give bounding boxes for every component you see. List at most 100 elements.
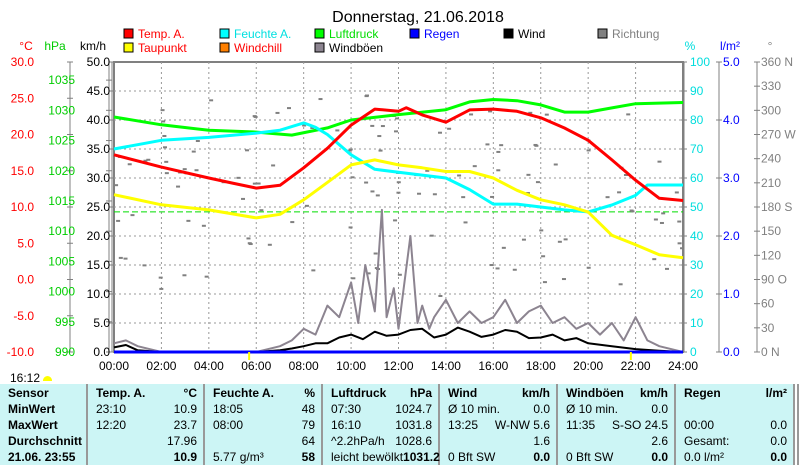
direction-point: [586, 149, 591, 152]
direction-point: [495, 267, 500, 270]
direction-point: [677, 220, 682, 223]
series-line-windb-en: [113, 208, 684, 353]
table-column-temp: Temp. A. °C 23:10 10.9 12:20 23.7 17.96 10.9: [88, 384, 205, 465]
cell-value: 1028.6: [395, 434, 432, 448]
column-unit: l/m²: [765, 386, 787, 400]
axis-unit-humidity: %: [685, 39, 696, 53]
direction-point: [457, 174, 462, 177]
table-row: Ø 10 min. 0.0: [448, 402, 550, 418]
direction-point: [195, 140, 200, 143]
direction-point: [161, 120, 166, 123]
direction-point: [160, 109, 165, 112]
direction-point: [182, 168, 187, 171]
direction-point: [348, 226, 353, 229]
axis-unit-wind: km/h: [80, 39, 106, 53]
table-row: 10.9: [96, 450, 197, 466]
direction-point: [496, 169, 501, 172]
direction-point: [396, 191, 401, 194]
direction-point: [488, 110, 493, 113]
direction-point: [259, 209, 264, 212]
x-tick-label: 02:00: [146, 359, 176, 370]
axis-unit-direction: °: [768, 39, 773, 53]
cell-value: 2.6: [651, 434, 668, 448]
direction-point: [534, 144, 539, 147]
direction-point: [304, 204, 309, 207]
table-row: Ø 10 min. 0.0: [566, 402, 668, 418]
cell-value: 0.0: [770, 450, 787, 464]
direction-point: [350, 176, 355, 179]
current-time: 16:12: [10, 371, 53, 385]
axis-label-direction: 300: [761, 103, 781, 117]
cell-label: Durchschnitt: [8, 434, 83, 448]
direction-point: [526, 173, 531, 176]
cell-label: 0 Bft SW: [566, 450, 614, 464]
table-row: 17.96: [96, 434, 197, 450]
table-scrollbar[interactable]: [797, 384, 810, 465]
axis-label-pressure: 1035: [48, 73, 75, 87]
column-title: Sensor: [8, 386, 49, 400]
table-row: Gesamt: 0.0: [684, 434, 787, 450]
table-row: 12:20 23.7: [96, 418, 197, 434]
legend-label: Feuchte A.: [234, 27, 291, 41]
axis-label-pressure: 1005: [48, 254, 75, 268]
legend-label: Windböen: [329, 41, 383, 55]
direction-point: [127, 163, 132, 166]
axis-label-direction: 150: [761, 224, 781, 238]
direction-point: [201, 224, 206, 227]
direction-point: [176, 185, 181, 188]
direction-point: [561, 278, 566, 281]
axis-label-direction: 270 W: [761, 128, 796, 142]
legend-label: Windchill: [234, 41, 282, 55]
x-tick-label: 14:00: [431, 359, 461, 370]
legend-swatch-6: [123, 42, 134, 53]
direction-point: [432, 193, 437, 196]
axis-label-direction: 210: [761, 176, 781, 190]
direction-point: [380, 125, 385, 128]
table-row: 00:00 0.0: [684, 418, 787, 434]
axis-label-temp: 15.0: [11, 164, 35, 178]
direction-point: [659, 221, 664, 224]
table-column-gust: Windböen km/h Ø 10 min. 0.0 11:35 S-SO 24.5 2.…: [558, 384, 676, 465]
cell-value: 1024.7: [395, 402, 432, 416]
axis-label-direction: 30: [761, 321, 775, 335]
x-tick-label: 16:00: [478, 359, 508, 370]
direction-point: [469, 113, 474, 116]
column-title: Feuchte A.: [213, 386, 274, 400]
axis-label-pressure: 1030: [48, 103, 75, 117]
direction-point: [394, 130, 399, 133]
legend-swatch-2: [314, 28, 325, 39]
axis-label-temp: 30.0: [11, 55, 35, 69]
direction-point: [425, 169, 430, 172]
column-header: Sensor: [8, 386, 80, 402]
column-header: Regen l/m²: [684, 386, 787, 402]
direction-point: [535, 181, 540, 184]
axis-label-temp: -5.0: [13, 309, 34, 323]
direction-point: [130, 214, 135, 217]
cell-label: 08:00: [213, 418, 244, 432]
direction-point: [375, 194, 380, 197]
cell-label: 13:25: [448, 418, 479, 432]
table-row: leicht bewölkt 1031.2: [331, 450, 440, 466]
table-row: 64: [213, 434, 315, 450]
column-unit: °C: [183, 386, 197, 400]
axis-label-humidity: 60: [690, 171, 704, 185]
direction-point: [541, 255, 546, 258]
cell-label: Ø 10 min.: [566, 402, 619, 416]
cell-label: 11:35: [566, 418, 596, 432]
table-row: 0.0 l/m² 0.0: [684, 450, 787, 466]
direction-point: [290, 221, 295, 224]
cell-label: MinWert: [8, 402, 56, 416]
axis-label-direction: 330: [761, 79, 781, 93]
axis-label-direction: 120: [761, 248, 781, 262]
direction-point: [539, 229, 544, 232]
column-title: Wind: [448, 386, 478, 400]
x-tick-label: 04:00: [194, 359, 224, 370]
cell-value: 1.6: [533, 434, 550, 448]
axis-label-rain: 3.0: [723, 171, 740, 185]
cell-value: 1031.8: [395, 418, 432, 432]
direction-point: [348, 148, 353, 151]
table-row: 08:00 79: [213, 418, 315, 434]
legend-label: Richtung: [612, 27, 659, 41]
direction-point: [557, 240, 562, 243]
legend-label: Wind: [518, 27, 545, 41]
